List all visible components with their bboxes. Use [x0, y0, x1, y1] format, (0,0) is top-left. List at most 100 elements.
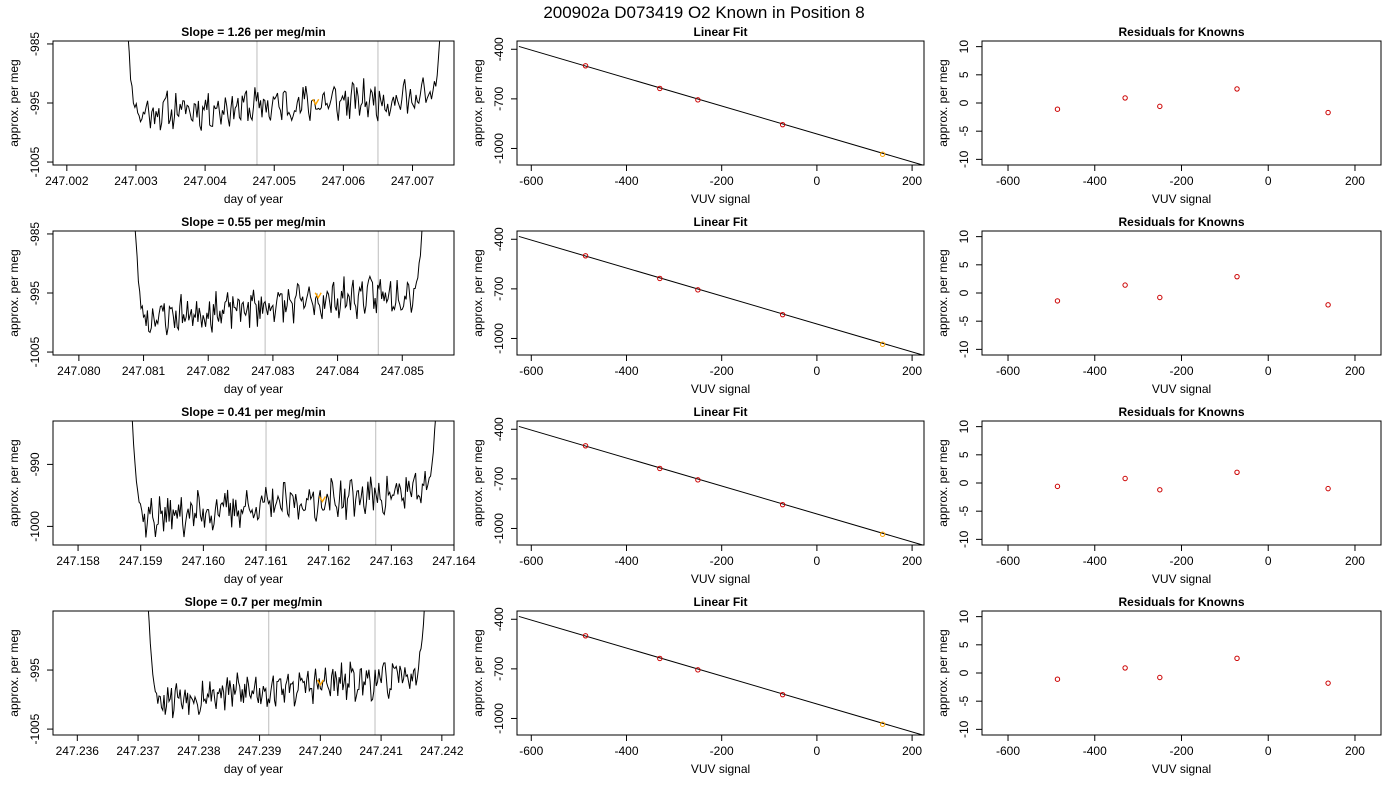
- x-tick-label: 247.160: [182, 554, 226, 568]
- panel-4-1: Slope = 0.7 per meg/min day of year approx…: [7, 595, 464, 776]
- y-tick-label: 10: [957, 40, 971, 54]
- x-tick-label: 247.240: [299, 744, 343, 758]
- highlight-point: [879, 531, 886, 537]
- y-axis-label: approx. per meg: [471, 249, 485, 336]
- data-point: [779, 691, 786, 698]
- highlight-point: [879, 341, 886, 347]
- highlight-point: [879, 151, 886, 157]
- y-axis-label: approx. per meg: [936, 629, 950, 716]
- x-tick-label: 247.006: [322, 174, 366, 188]
- y-tick-label: -400: [492, 417, 506, 441]
- x-tick-label: 0: [814, 174, 821, 188]
- x-tick-label: -200: [1169, 174, 1193, 188]
- data-point: [657, 465, 663, 472]
- x-tick-label: 200: [902, 364, 922, 378]
- data-point: [695, 97, 701, 103]
- y-tick-label: -985: [28, 222, 42, 246]
- y-axis-label: approx. per meg: [471, 629, 485, 716]
- x-tick-label: 200: [1345, 554, 1365, 568]
- y-tick-label: 5: [957, 641, 971, 648]
- x-tick-label: 247.083: [251, 364, 295, 378]
- data-point: [779, 501, 786, 508]
- panel-title: Residuals for Knowns: [1118, 25, 1244, 39]
- x-tick-label: -200: [710, 554, 734, 568]
- x-axis-label: day of year: [224, 382, 283, 396]
- highlight-point: [318, 496, 327, 503]
- x-axis-label: VUV signal: [1152, 382, 1211, 396]
- panel-title: Linear Fit: [693, 595, 747, 609]
- data-point: [1234, 469, 1240, 475]
- data-point: [582, 253, 589, 259]
- x-tick-label: 200: [1345, 364, 1365, 378]
- x-tick-label: 200: [1345, 744, 1365, 758]
- x-axis-label: VUV signal: [691, 572, 750, 586]
- y-tick-label: -700: [492, 87, 506, 111]
- y-tick-label: -995: [28, 281, 42, 305]
- x-tick-label: 0: [814, 744, 821, 758]
- panel-title: Linear Fit: [693, 405, 747, 419]
- y-tick-label: -1005: [28, 713, 42, 744]
- data-point: [1122, 475, 1128, 482]
- y-tick-label: -1000: [28, 511, 42, 542]
- x-tick-label: 247.005: [253, 174, 297, 188]
- x-axis-label: day of year: [224, 192, 283, 206]
- y-tick-label: -10: [957, 340, 971, 358]
- data-point: [1325, 302, 1331, 308]
- x-axis-label: VUV signal: [691, 762, 750, 776]
- plot-area: [127, 41, 441, 165]
- x-tick-label: 247.236: [56, 744, 100, 758]
- y-tick-label: -995: [28, 658, 42, 682]
- x-axis-label: day of year: [224, 572, 283, 586]
- x-tick-label: 200: [902, 554, 922, 568]
- y-tick-label: 0: [957, 289, 971, 296]
- x-tick-label: -400: [1083, 554, 1107, 568]
- plot-area: [1054, 86, 1331, 116]
- plot-area: [1054, 469, 1331, 493]
- panel-title: Linear Fit: [693, 215, 747, 229]
- x-tick-label: 247.159: [119, 554, 163, 568]
- y-tick-label: -5: [957, 506, 971, 517]
- x-tick-label: 0: [1265, 174, 1272, 188]
- y-axis-label: approx. per meg: [7, 249, 21, 336]
- x-axis-label: VUV signal: [691, 192, 750, 206]
- data-point: [1157, 294, 1163, 301]
- x-tick-label: 0: [1265, 364, 1272, 378]
- signal-trace: [134, 231, 423, 336]
- signal-trace: [127, 41, 441, 131]
- panel-3-3: Residuals for Knowns VUV signal approx. pe…: [936, 405, 1382, 586]
- plot-area: [1054, 273, 1331, 308]
- x-tick-label: 247.080: [57, 364, 101, 378]
- y-tick-label: -995: [28, 91, 42, 115]
- x-tick-label: 0: [1265, 744, 1272, 758]
- y-tick-label: -700: [492, 657, 506, 681]
- x-tick-label: 247.164: [432, 554, 476, 568]
- x-tick-label: -600: [996, 744, 1020, 758]
- y-tick-label: 0: [957, 99, 971, 106]
- plot-area: [1054, 655, 1331, 686]
- data-point: [1325, 680, 1331, 686]
- plot-frame: [52, 230, 455, 356]
- plot-frame: [52, 420, 455, 546]
- x-tick-label: -200: [1169, 744, 1193, 758]
- data-point: [779, 311, 786, 318]
- y-axis-label: approx. per meg: [936, 249, 950, 336]
- data-point: [1122, 282, 1128, 288]
- plot-area: [518, 425, 923, 545]
- data-point: [657, 85, 663, 92]
- x-tick-label: 0: [814, 554, 821, 568]
- x-axis-label: VUV signal: [1152, 572, 1211, 586]
- data-point: [695, 667, 701, 673]
- y-tick-label: -400: [492, 37, 506, 61]
- y-tick-label: -10: [957, 150, 971, 168]
- data-point: [582, 63, 589, 69]
- x-tick-label: 247.239: [238, 744, 282, 758]
- data-point: [1054, 483, 1061, 490]
- x-tick-label: 247.084: [316, 364, 360, 378]
- data-point: [582, 633, 589, 639]
- y-tick-label: -1005: [28, 146, 42, 177]
- fit-line: [518, 45, 923, 165]
- y-axis-label: approx. per meg: [7, 59, 21, 146]
